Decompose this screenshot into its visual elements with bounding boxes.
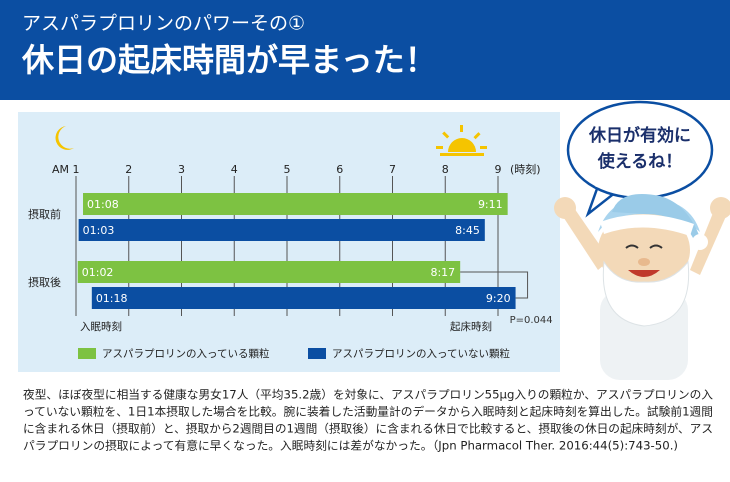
x-tick-label: 9	[495, 163, 502, 176]
bar-end-label: 9:11	[478, 198, 503, 211]
legend-swatch	[78, 348, 96, 359]
bar	[77, 261, 461, 283]
header-band	[0, 0, 730, 100]
bar-end-label: 9:20	[486, 292, 511, 305]
bar-start-label: 01:02	[82, 266, 114, 279]
speech-bubble	[566, 100, 714, 218]
legend-swatch	[308, 348, 326, 359]
character-illustration	[554, 194, 730, 380]
legend-label: アスパラプロリンの入っていない顆粒	[332, 347, 510, 360]
bar	[78, 219, 485, 241]
category-label: 摂取前	[28, 207, 61, 221]
x-tick-label: 3	[178, 163, 185, 176]
x-tick-label: 5	[284, 163, 291, 176]
bar-end-label: 8:45	[455, 224, 480, 237]
category-label: 摂取後	[28, 275, 61, 289]
footnote-line: っていない顆粒を、1日1本摂取した場合を比較。腕に装着した活動量計のデータから入…	[23, 405, 713, 419]
x-tick-label: 6	[336, 163, 343, 176]
bar-start-label: 01:18	[96, 292, 128, 305]
header-title: 休日の起床時間が早まった！	[21, 41, 437, 79]
bar	[83, 193, 508, 215]
sun-icon	[436, 125, 487, 156]
x-tick-label: 4	[231, 163, 238, 176]
annotation: 入眠時刻	[80, 320, 122, 333]
x-tick-label: 1	[73, 163, 80, 176]
chart-panel	[18, 112, 560, 372]
x-tick-label: 8	[442, 163, 449, 176]
footnote-line: に含まれる休日（摂取前）と、摂取から2週間目の1週間（摂取後）に含まれる休日で比…	[23, 422, 713, 436]
x-axis-prefix: AM	[52, 163, 69, 176]
bar-end-label: 8:17	[430, 266, 455, 279]
footnote-line: パラプロリンの摂取によって有意に早くなった。入眠時刻には差がなかった。（Jpn …	[23, 439, 678, 453]
bubble-text: 休日が有効に	[588, 125, 691, 146]
x-tick-label: 7	[389, 163, 396, 176]
x-axis-unit: (時刻)	[510, 162, 541, 176]
x-tick-label: 2	[125, 163, 132, 176]
legend-label: アスパラプロリンの入っている顆粒	[102, 347, 270, 360]
p-value: P=0.044	[510, 315, 553, 326]
bar	[91, 287, 516, 309]
bubble-text: 使えるね！	[597, 151, 683, 172]
annotation: 起床時刻	[450, 320, 492, 333]
bar-start-label: 01:08	[87, 198, 119, 211]
significance-bracket	[460, 271, 529, 299]
header-kicker: アスパラプロリンのパワーその①	[22, 13, 305, 35]
moon-icon	[55, 126, 74, 150]
bar-start-label: 01:03	[83, 224, 115, 237]
footnote-line: 夜型、ほぼ夜型に相当する健康な男女17人（平均35.2歳）を対象に、アスパラプロ…	[23, 388, 713, 402]
